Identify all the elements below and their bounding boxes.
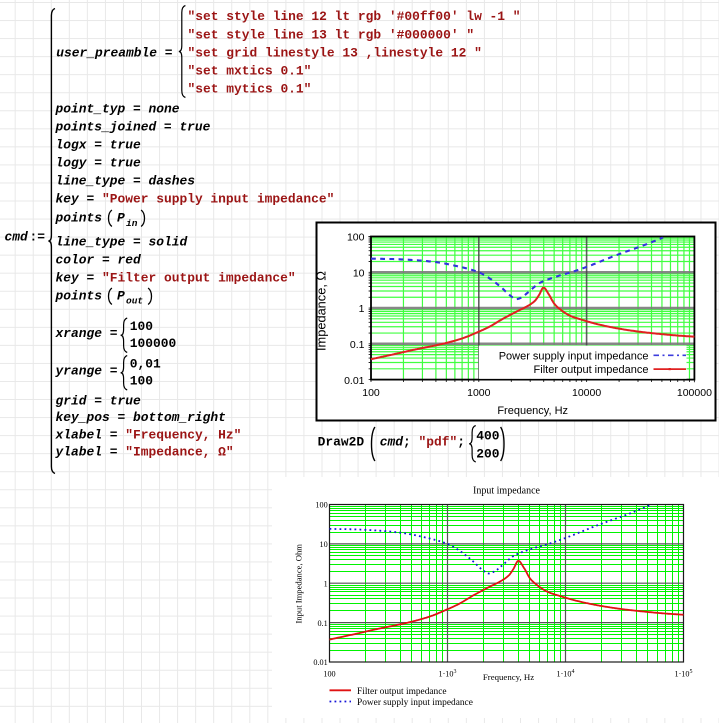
svg-text:100: 100 [323, 669, 335, 678]
svg-text:points: points [55, 288, 103, 303]
svg-text:10000: 10000 [572, 387, 601, 399]
svg-text:100: 100 [130, 319, 153, 334]
svg-text:Frequency, Hz: Frequency, Hz [497, 405, 568, 417]
svg-text:0.01: 0.01 [313, 658, 327, 667]
svg-text:100: 100 [347, 232, 365, 244]
svg-text::=: := [30, 230, 46, 245]
svg-text:cmd: cmd [5, 230, 28, 245]
svg-text:Power supply input impedance: Power supply input impedance [357, 698, 473, 708]
svg-text:400: 400 [476, 428, 499, 443]
svg-text:xlabel = "Frequency, Hz": xlabel = "Frequency, Hz" [55, 428, 242, 443]
svg-text:points: points [55, 211, 103, 226]
svg-text:logy = true: logy = true [56, 156, 141, 171]
svg-text:100: 100 [315, 501, 327, 510]
svg-text:Input impedance: Input impedance [473, 486, 540, 497]
svg-text:color = red: color = red [56, 252, 141, 267]
svg-text:ylabel = "Impedance, Ω": ylabel = "Impedance, Ω" [55, 445, 234, 460]
svg-text:P: P [117, 211, 125, 226]
svg-text:grid = true: grid = true [56, 393, 141, 408]
svg-text:"set mxtics 0.1": "set mxtics 0.1" [188, 64, 312, 79]
svg-text:Filter output impedance: Filter output impedance [534, 364, 649, 376]
svg-text:1: 1 [324, 580, 328, 589]
svg-text:0.1: 0.1 [317, 619, 327, 628]
svg-text:1: 1 [359, 303, 365, 315]
svg-text:line_type = solid: line_type = solid [56, 234, 188, 249]
svg-text:Power supply input impedance: Power supply input impedance [499, 350, 649, 362]
svg-text:key = "Power supply input impe: key = "Power supply input impedance" [56, 192, 335, 207]
svg-text:1·104: 1·104 [556, 669, 574, 678]
svg-text:out: out [126, 296, 143, 307]
svg-text:Impedance, Ω: Impedance, Ω [314, 271, 329, 351]
svg-text:Draw2D: Draw2D [318, 435, 365, 450]
svg-text:Input Impedance, Ohm: Input Impedance, Ohm [294, 544, 304, 624]
svg-text:"set mytics 0.1": "set mytics 0.1" [188, 82, 312, 97]
svg-text:100: 100 [130, 374, 153, 389]
svg-text:yrange =: yrange = [55, 364, 118, 379]
svg-text:0.1: 0.1 [350, 339, 365, 351]
svg-text:1·105: 1·105 [674, 669, 692, 678]
svg-text:xrange =: xrange = [55, 326, 118, 341]
svg-text:Filter output impedance: Filter output impedance [357, 687, 447, 697]
svg-text:100: 100 [362, 387, 380, 399]
svg-text:10: 10 [353, 268, 365, 280]
svg-text:"set grid linestyle 13 ,linest: "set grid linestyle 13 ,linestyle 12 " [188, 45, 482, 60]
svg-text:point_typ = none: point_typ = none [55, 101, 180, 116]
svg-text:10: 10 [320, 540, 328, 549]
svg-text:key = "Filter output impedance: key = "Filter output impedance" [56, 270, 296, 285]
svg-text:1·103: 1·103 [438, 669, 456, 678]
svg-text:100000: 100000 [677, 387, 712, 399]
svg-text:in: in [126, 218, 138, 229]
svg-text:0.01: 0.01 [344, 375, 365, 387]
svg-text:"set style line 12 lt rgb '#00: "set style line 12 lt rgb '#00ff00' lw -… [188, 9, 521, 24]
svg-text:0,01: 0,01 [130, 356, 161, 371]
svg-text:points_joined = true: points_joined = true [55, 120, 211, 135]
svg-text:"set style line 13 lt rgb '#00: "set style line 13 lt rgb '#000000' " [188, 27, 475, 42]
svg-text:100000: 100000 [130, 336, 176, 351]
svg-text:user_preamble =: user_preamble = [56, 45, 172, 60]
svg-text:key_pos = bottom_right: key_pos = bottom_right [56, 410, 226, 425]
svg-text:cmd; "pdf";: cmd; "pdf"; [380, 435, 465, 450]
svg-text:Frequency, Hz: Frequency, Hz [483, 672, 534, 682]
svg-text:logx = true: logx = true [56, 138, 141, 153]
svg-text:200: 200 [476, 446, 499, 461]
svg-text:line_type = dashes: line_type = dashes [56, 174, 196, 189]
svg-text:1000: 1000 [467, 387, 491, 399]
svg-text:P: P [117, 288, 125, 303]
